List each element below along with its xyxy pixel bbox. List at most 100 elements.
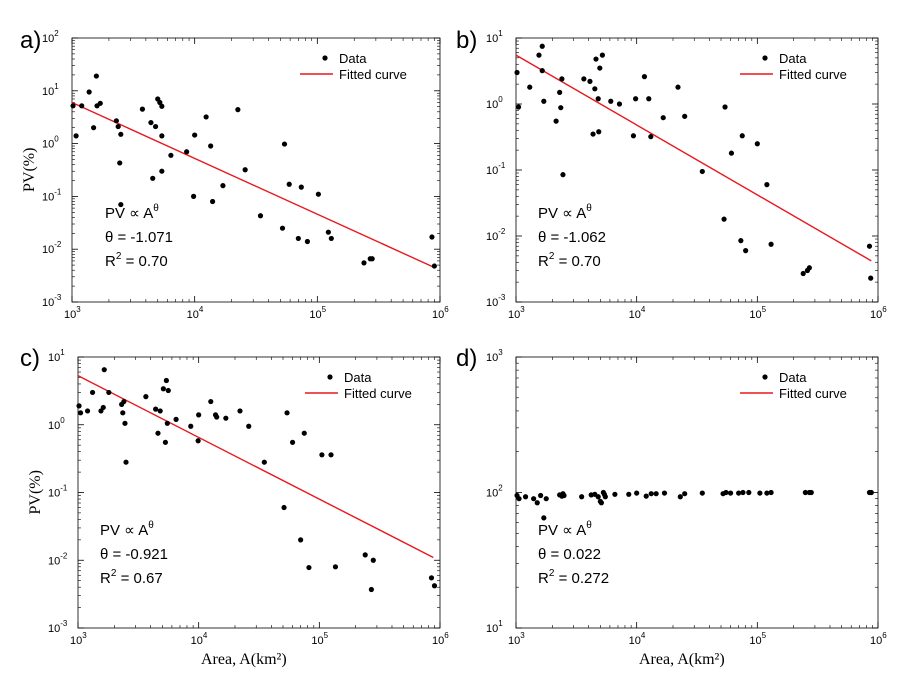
data-point	[369, 256, 375, 262]
data-point	[159, 133, 165, 139]
legend-label-data: Data	[779, 370, 807, 385]
data-point	[646, 96, 652, 102]
data-point	[428, 575, 435, 581]
annotation-power-law: PV ∝ Aθ	[538, 520, 592, 539]
y-tick-label: 100	[42, 135, 59, 151]
data-point	[661, 490, 668, 496]
data-point	[431, 583, 438, 589]
data-point	[593, 56, 599, 62]
data-point	[214, 414, 220, 420]
data-point	[675, 84, 681, 90]
data-point	[612, 491, 618, 497]
data-point	[808, 489, 814, 496]
data-point	[122, 420, 128, 426]
data-point	[539, 43, 545, 49]
annotation-r2: R2 = 0.272	[538, 568, 609, 587]
y-tick-label: 101	[42, 82, 59, 98]
data-point	[328, 452, 334, 458]
data-point	[286, 181, 292, 187]
x-tick-label: 105	[749, 305, 766, 321]
data-point	[192, 132, 198, 138]
data-point	[319, 452, 325, 458]
data-point	[699, 168, 705, 175]
data-point	[242, 167, 248, 173]
data-point	[165, 387, 171, 394]
data-point	[304, 238, 311, 245]
data-point	[738, 238, 744, 244]
data-point	[739, 133, 745, 139]
y-tick-label: 10-1	[48, 484, 68, 500]
data-point	[106, 389, 112, 396]
data-point	[633, 96, 639, 102]
data-point	[195, 438, 201, 444]
data-point	[558, 105, 564, 111]
data-point	[190, 193, 197, 199]
data-point	[298, 184, 304, 190]
data-point	[223, 415, 229, 421]
annotation-r2: R2 = 0.67	[100, 568, 163, 587]
data-point	[157, 408, 163, 414]
legend-label-data: Data	[779, 51, 807, 66]
data-point	[595, 494, 601, 500]
data-point	[743, 248, 749, 254]
data-point	[208, 143, 214, 149]
y-tick-label: 100	[48, 416, 65, 432]
data-point	[155, 430, 161, 436]
data-point	[522, 494, 529, 500]
data-point	[740, 489, 746, 496]
data-point	[361, 260, 367, 266]
data-point	[590, 131, 596, 137]
fitted-curve	[77, 375, 434, 559]
legend-marker-data	[762, 374, 768, 380]
y-axis-label: PV(%)	[21, 148, 38, 192]
y-tick-label: 101	[48, 348, 65, 364]
data-point	[616, 101, 623, 107]
x-tick-label: 103	[508, 631, 525, 647]
y-tick-label: 10-3	[42, 293, 62, 309]
data-point	[699, 490, 705, 496]
annotation-theta: θ = -1.062	[538, 229, 606, 246]
data-point	[746, 489, 752, 496]
data-point	[626, 491, 632, 497]
y-tick-label: 10-3	[486, 293, 506, 309]
data-point	[561, 492, 567, 499]
data-point	[514, 69, 520, 76]
annotation-power-law: PV ∝ Aθ	[100, 520, 154, 539]
data-point	[159, 168, 165, 174]
data-point	[152, 123, 159, 130]
data-point	[648, 134, 654, 140]
data-point	[682, 491, 688, 497]
data-point	[802, 489, 808, 496]
data-point	[91, 125, 97, 131]
data-point	[257, 213, 264, 219]
data-point	[768, 489, 774, 496]
data-point	[599, 52, 605, 58]
x-tick-label: 105	[749, 631, 766, 647]
data-point	[73, 133, 79, 139]
data-point	[301, 430, 307, 436]
panel-label: c)	[20, 345, 40, 372]
y-tick-label: 10-3	[48, 619, 68, 635]
data-point	[728, 150, 735, 156]
data-point	[800, 270, 806, 277]
data-point	[188, 423, 194, 429]
data-point	[100, 404, 106, 411]
data-point	[113, 118, 119, 124]
x-tick-label: 106	[870, 305, 887, 321]
data-point	[118, 201, 124, 208]
x-axis-label: Area, A(km²)	[639, 651, 725, 668]
data-point	[538, 492, 544, 499]
data-point	[515, 104, 522, 110]
data-point	[682, 113, 688, 119]
data-point	[79, 103, 85, 109]
fitted-curve	[71, 101, 435, 269]
data-point	[115, 123, 121, 130]
data-point	[553, 118, 559, 124]
data-point	[332, 564, 339, 570]
y-tick-label: 101	[486, 619, 503, 635]
data-point	[534, 500, 540, 506]
fitted-curve	[515, 54, 872, 262]
data-point	[362, 552, 368, 558]
data-point	[97, 100, 103, 106]
